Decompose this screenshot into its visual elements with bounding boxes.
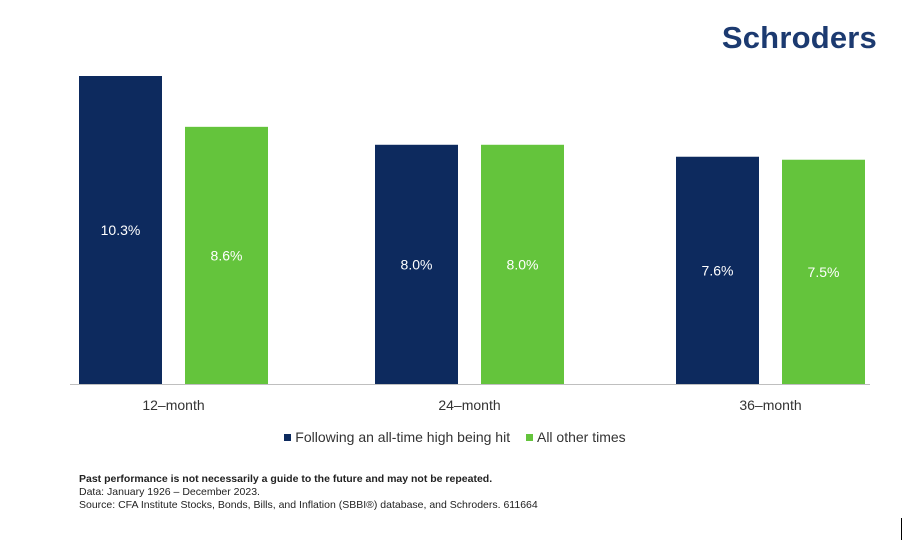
schroders-logo: Schroders: [721, 20, 877, 55]
bar-value-label: 10.3%: [101, 222, 141, 238]
bar-value-label: 8.0%: [401, 256, 433, 272]
bar-chart: 10.3% 8.6% 12–month 8.0% 8.0% 24–month 7.6% 7.5…: [70, 76, 870, 413]
x-tick-label: 24–month: [438, 397, 500, 413]
legend-item-other: All other times: [525, 429, 626, 445]
legend-label-other: All other times: [536, 429, 626, 445]
legend-item-following: Following an all-time high being hit: [284, 429, 510, 445]
bar-other-1: [185, 126, 268, 384]
bar-other-3: [782, 159, 865, 384]
bar-following-3: [676, 156, 759, 384]
legend-label-following: Following an all-time high being hit: [295, 429, 511, 445]
chart-legend: Following an all-time high being hit All…: [0, 429, 910, 445]
bar-value-label: 8.0%: [507, 256, 539, 272]
footnotes: Past performance is not necessarily a gu…: [79, 473, 538, 512]
bar-following-2: [375, 144, 458, 384]
legend-swatch-following: [284, 434, 292, 441]
text-cursor-mark: [901, 518, 902, 540]
data-period-text: Data: January 1926 – December 2023.: [79, 486, 260, 498]
disclaimer-text: Past performance is not necessarily a gu…: [79, 473, 493, 485]
x-tick-label: 12–month: [142, 397, 204, 413]
bar-value-label: 7.5%: [808, 264, 840, 280]
legend-swatch-other: [525, 434, 533, 441]
bar-value-label: 8.6%: [211, 247, 243, 263]
bar-following-1: [79, 76, 162, 384]
x-tick-label: 36–month: [739, 397, 801, 413]
bar-value-label: 7.6%: [702, 262, 734, 278]
bar-other-2: [481, 144, 564, 384]
source-text: Source: CFA Institute Stocks, Bonds, Bil…: [79, 499, 538, 511]
